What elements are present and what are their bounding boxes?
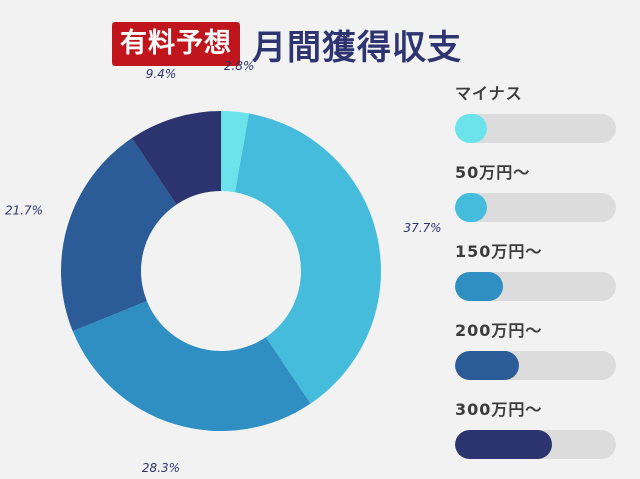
title-bar: 有料予想 月間獲得収支 <box>112 18 462 70</box>
donut-slice-150man <box>72 301 311 431</box>
donut-slice-50man <box>235 113 381 404</box>
donut-slice-200man <box>61 138 177 332</box>
donut-chart: 2.8% 37.7% 28.3% 21.7% 9.4% <box>5 59 442 475</box>
slice-label-300man: 9.4% <box>146 67 177 81</box>
donut-slice-minus <box>221 111 250 193</box>
legend-bar-track <box>455 114 616 143</box>
donut-slice-300man <box>131 111 221 205</box>
legend-label: 300万円〜 <box>455 400 543 419</box>
legend-item-minus: マイナス <box>455 76 620 155</box>
legend: マイナス 50万円〜 150万円〜 200万円〜 300万円〜 <box>455 76 620 471</box>
legend-bar-track <box>455 351 616 380</box>
legend-bar-track <box>455 430 616 459</box>
legend-bar-track <box>455 272 616 301</box>
legend-item-300man: 300万円〜 <box>455 392 620 471</box>
legend-item-50man: 50万円〜 <box>455 155 620 234</box>
slice-label-minus: 2.8% <box>224 59 255 73</box>
legend-bar-fill <box>455 193 488 222</box>
legend-label: 200万円〜 <box>455 321 543 340</box>
legend-bar-track <box>455 193 616 222</box>
legend-bar-fill <box>455 272 504 301</box>
legend-label: マイナス <box>455 84 523 103</box>
slice-label-200man: 21.7% <box>5 204 43 218</box>
legend-item-150man: 150万円〜 <box>455 234 620 313</box>
page-title: 月間獲得収支 <box>252 27 462 68</box>
slice-label-150man: 28.3% <box>142 461 180 475</box>
legend-label: 50万円〜 <box>455 163 531 182</box>
slice-label-50man: 37.7% <box>403 221 441 235</box>
legend-bar-fill <box>455 351 520 380</box>
legend-label: 150万円〜 <box>455 242 543 261</box>
paid-prediction-badge: 有料予想 <box>112 22 240 66</box>
legend-bar-fill <box>455 430 552 459</box>
legend-item-200man: 200万円〜 <box>455 313 620 392</box>
legend-bar-fill <box>455 114 488 143</box>
